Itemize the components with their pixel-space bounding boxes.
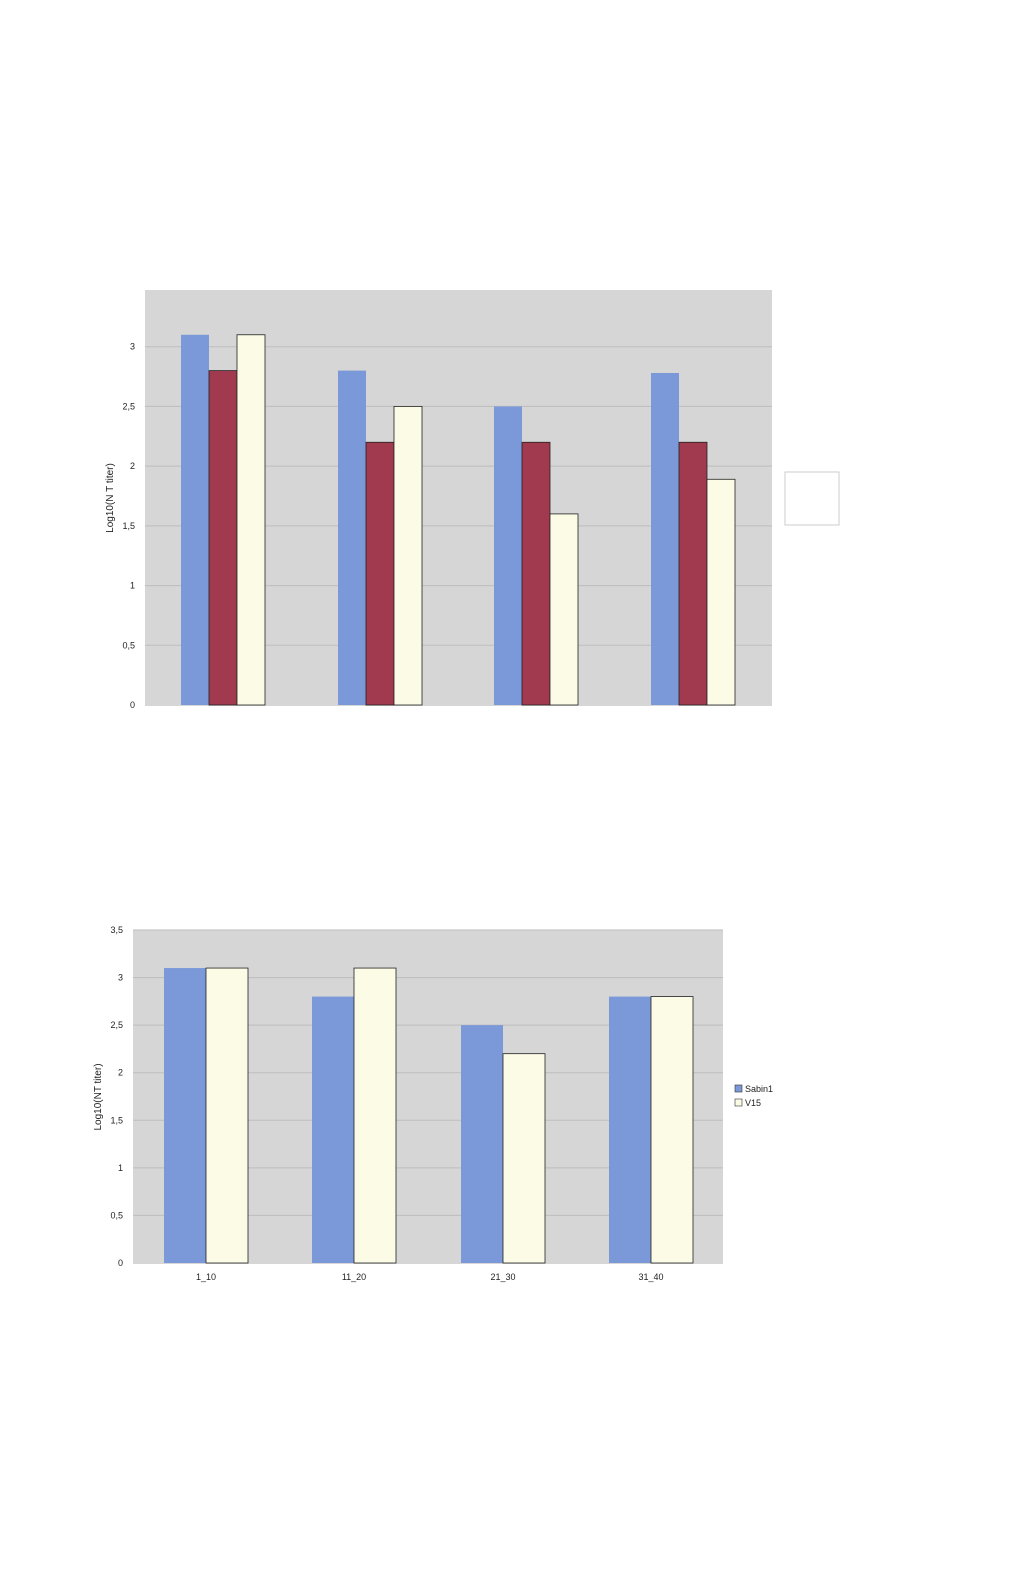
chart-2-bar-s1-c1 — [164, 968, 206, 1263]
chart-2-y-tick-label: 0 — [118, 1258, 123, 1268]
chart-2-y-tick-label: 0,5 — [110, 1210, 123, 1220]
chart-2-x-tick-label: 1_10 — [196, 1272, 216, 1282]
chart-2-y-tick-label: 2,5 — [110, 1020, 123, 1030]
chart-1-bar-s3-c1 — [236, 334, 266, 706]
chart-2-x-tick-label: 11_20 — [342, 1272, 366, 1282]
chart-1-y-tick-label: 1 — [130, 581, 135, 591]
chart-2-y-tick-label: 3,5 — [110, 925, 123, 935]
chart-1-bar-s3-c2 — [393, 406, 423, 706]
chart-2-legend: Sabin1 V15 — [734, 1084, 773, 1108]
chart-2-bar-s2-c3 — [502, 1053, 546, 1264]
chart-1-bar-s3-c4 — [706, 478, 736, 706]
chart-2-bar-s1-c4 — [609, 996, 651, 1263]
chart-1-y-tick-label: 0 — [130, 700, 135, 710]
chart-1-y-axis-label: Log10(N T titer) — [105, 463, 116, 533]
chart-1-y-tick-label: 2,5 — [122, 401, 135, 411]
chart-2-x-tick-label: 31_40 — [638, 1272, 663, 1282]
chart-2-bar-s1-c3 — [461, 1025, 503, 1263]
chart-2-y-tick-label: 2 — [118, 1068, 123, 1078]
chart-1-bar-s1-c2 — [338, 370, 366, 705]
chart-2-legend-swatch-sabin1 — [734, 1084, 743, 1093]
chart-2-x-tick-label: 21_30 — [490, 1272, 515, 1282]
chart-2-y-tick-label: 1,5 — [110, 1115, 123, 1125]
chart-2-legend-label-sabin1: Sabin1 — [745, 1084, 773, 1094]
chart-1-bar-s1-c1 — [181, 334, 209, 705]
chart-1-bar-s1-c4 — [651, 372, 679, 705]
chart-2-y-axis-label: Log10(NT titer) — [93, 1063, 104, 1130]
chart-1-y-tick-label: 0,5 — [122, 640, 135, 650]
chart-2-y-tick-label: 1 — [118, 1163, 123, 1173]
chart-2-bar-s1-c2 — [312, 996, 354, 1263]
chart-2-legend-label-v15: V15 — [745, 1098, 761, 1108]
chart-2-bar-s2-c4 — [650, 996, 694, 1264]
chart-1-legend-box — [784, 471, 840, 526]
chart-1-y-tick-label: 3 — [130, 342, 135, 352]
chart-2-bar-s2-c2 — [353, 967, 397, 1264]
chart-2-bar-s2-c1 — [205, 967, 249, 1264]
chart-1-bar-s2-c1 — [208, 370, 238, 706]
chart-1-y-tick-label: 2 — [130, 461, 135, 471]
chart-1-bar-s2-c2 — [365, 441, 395, 706]
chart-1-bar-s1-c3 — [494, 406, 522, 705]
chart-2-legend-swatch-v15 — [734, 1098, 743, 1107]
chart-1-y-tick-label: 1,5 — [122, 521, 135, 531]
chart-1-bar-s3-c3 — [549, 513, 579, 706]
chart-2-y-tick-label: 3 — [118, 973, 123, 983]
chart-1-legend — [784, 471, 840, 526]
